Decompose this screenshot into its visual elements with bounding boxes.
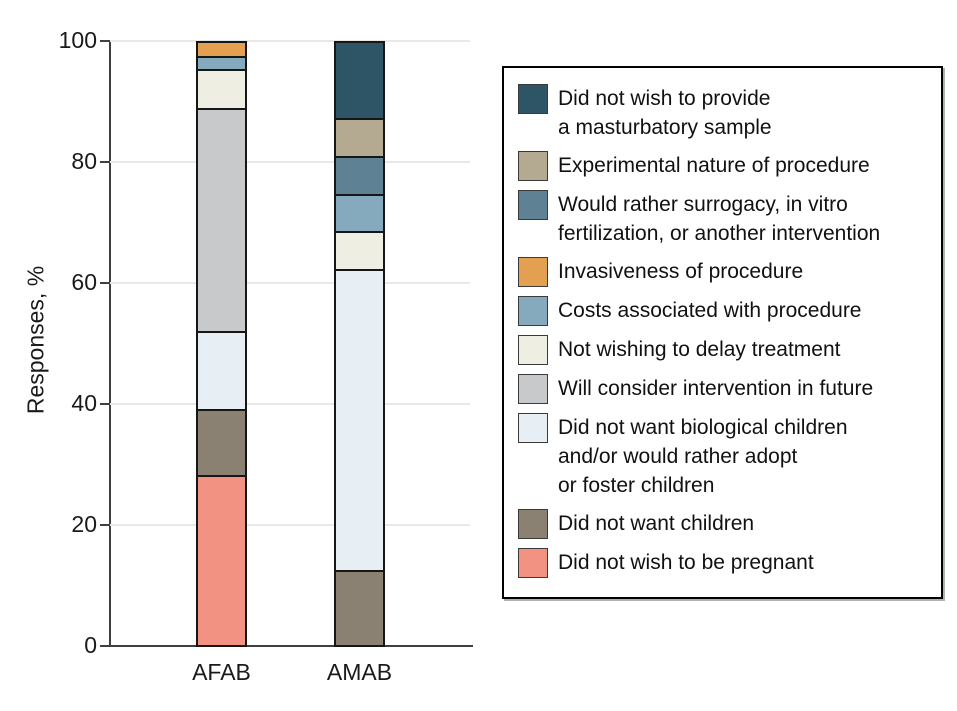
gridline-80 (110, 161, 470, 163)
legend-item-no-biological-children: Did not want biological children and/or w… (518, 413, 931, 500)
y-tick-label-100: 100 (58, 26, 97, 53)
bar-segment-amab-experimental-nature (336, 118, 383, 156)
bar-segment-amab-no-children (336, 569, 383, 645)
legend-swatch-experimental-nature (518, 151, 548, 181)
y-tick-20 (100, 524, 110, 526)
bar-segment-afab-invasiveness (198, 43, 245, 57)
bar-segment-amab-costs (336, 193, 383, 232)
legend-item-experimental-nature: Experimental nature of procedure (518, 151, 931, 181)
legend-swatch-not-pregnant (518, 548, 548, 578)
y-tick-60 (100, 282, 110, 284)
legend-label-delay-treatment: Not wishing to delay treatment (558, 338, 841, 361)
legend-swatch-invasiveness (518, 257, 548, 287)
legend-item-delay-treatment: Not wishing to delay treatment (518, 335, 931, 365)
y-tick-100 (100, 40, 110, 42)
legend-label-experimental-nature: Experimental nature of procedure (558, 154, 870, 177)
y-tick-label-0: 0 (84, 631, 97, 658)
stacked-bar-afab (196, 41, 247, 647)
legend-swatch-masturbatory-sample (518, 84, 548, 114)
legend-label-not-pregnant: Did not wish to be pregnant (558, 551, 814, 574)
x-category-label-amab: AMAB (326, 659, 393, 685)
stacked-bar-amab (334, 41, 385, 647)
legend-label-no-children: Did not want children (558, 512, 755, 535)
gridline-40 (110, 403, 470, 405)
bar-segment-afab-delay-treatment (198, 69, 245, 109)
bar-segment-amab-no-biological-children (336, 268, 383, 570)
legend-label-consider-future: Will consider intervention in future (558, 377, 874, 400)
legend-swatch-rather-surrogacy-ivf (518, 190, 548, 220)
x-category-label-afab: AFAB (192, 659, 251, 685)
y-tick-80 (100, 161, 110, 163)
y-tick-40 (100, 403, 110, 405)
bar-segment-amab-delay-treatment (336, 231, 383, 269)
gridline-20 (110, 524, 470, 526)
legend-item-not-pregnant: Did not wish to be pregnant (518, 548, 931, 578)
y-axis-spine (109, 41, 111, 647)
legend-item-no-children: Did not want children (518, 509, 931, 539)
legend-label-invasiveness: Invasiveness of procedure (558, 260, 804, 283)
legend-item-consider-future: Will consider intervention in future (518, 374, 931, 404)
legend-label-costs: Costs associated with procedure (558, 299, 862, 322)
legend-item-costs: Costs associated with procedure (518, 296, 931, 326)
legend-swatch-consider-future (518, 374, 548, 404)
legend-swatch-no-biological-children (518, 413, 548, 443)
legend-swatch-costs (518, 296, 548, 326)
y-tick-0 (100, 645, 110, 647)
legend-label-rather-surrogacy-ivf: Would rather surrogacy, in vitro fertiliz… (558, 193, 881, 245)
y-tick-label-60: 60 (71, 268, 97, 295)
legend-item-rather-surrogacy-ivf: Would rather surrogacy, in vitro fertiliz… (518, 190, 931, 248)
legend-label-masturbatory-sample: Did not wish to provide a masturbatory sa… (558, 87, 772, 139)
x-axis-line (108, 645, 473, 647)
bar-segment-amab-rather-surrogacy-ivf (336, 155, 383, 194)
bar-segment-afab-no-children (198, 409, 245, 475)
bar-segment-amab-masturbatory-sample (336, 43, 383, 119)
gridline-100 (110, 40, 470, 42)
bar-segment-afab-costs (198, 56, 245, 70)
y-tick-label-20: 20 (71, 510, 97, 537)
legend-swatch-delay-treatment (518, 335, 548, 365)
legend-label-no-biological-children: Did not want biological children and/or w… (558, 416, 848, 497)
bar-segment-afab-consider-future (198, 108, 245, 331)
legend-box: Did not wish to provide a masturbatory sa… (502, 66, 943, 599)
gridline-60 (110, 282, 470, 284)
y-tick-label-80: 80 (71, 147, 97, 174)
legend-item-invasiveness: Invasiveness of procedure (518, 257, 931, 287)
legend-item-masturbatory-sample: Did not wish to provide a masturbatory sa… (518, 84, 931, 142)
bar-segment-afab-not-pregnant (198, 474, 245, 645)
y-tick-label-40: 40 (71, 389, 97, 416)
bar-segment-afab-no-biological-children (198, 330, 245, 410)
legend-swatch-no-children (518, 509, 548, 539)
